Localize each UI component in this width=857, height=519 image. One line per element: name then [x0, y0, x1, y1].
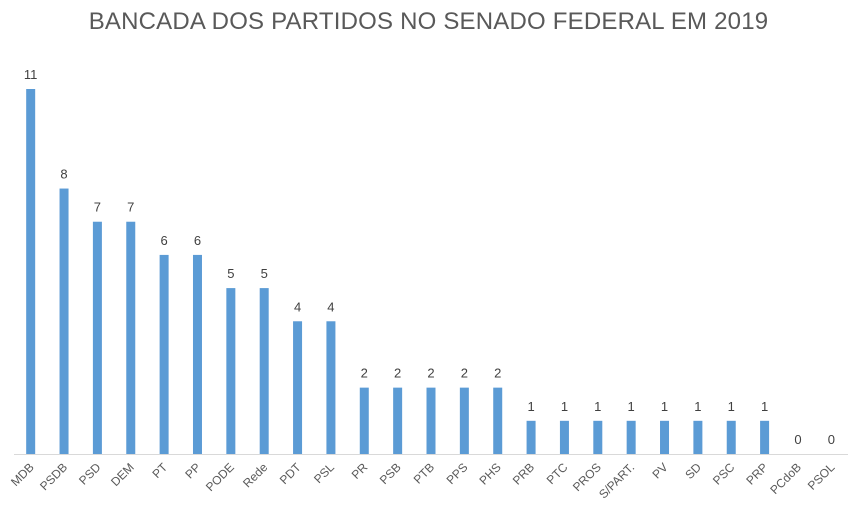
bar-ptc [559, 420, 569, 454]
data-label: 1 [728, 399, 735, 414]
data-label: 5 [227, 266, 234, 281]
bar-psd [92, 221, 102, 454]
category-label: PTB [411, 460, 437, 486]
category-label: PSB [377, 460, 404, 487]
bar-dem [126, 221, 136, 454]
bar-pp [192, 254, 202, 454]
bar-pv [660, 420, 670, 454]
data-label: 4 [327, 299, 334, 314]
data-label: 4 [294, 299, 301, 314]
data-label: 1 [628, 399, 635, 414]
data-label: 7 [127, 200, 134, 215]
data-label: 0 [794, 432, 801, 447]
data-label: 2 [361, 366, 368, 381]
category-labels-group: MDB PSDB PSD DEM PT PP PODE Rede PDT PSL PR PSB PTB P… [8, 460, 838, 502]
category-label: PV [649, 460, 670, 481]
bar-pr [359, 387, 369, 454]
bar-mdb [26, 89, 36, 454]
bar-pps [459, 387, 469, 454]
bar-pt [159, 254, 169, 454]
category-label: PSOL [805, 460, 838, 493]
data-label: 0 [828, 432, 835, 447]
category-label: SD [682, 460, 704, 482]
bar-ptb [426, 387, 436, 454]
data-label: 2 [494, 366, 501, 381]
data-label: 1 [594, 399, 601, 414]
data-label: 11 [24, 67, 38, 82]
data-label: 2 [461, 366, 468, 381]
data-label: 7 [94, 200, 101, 215]
bar-psc [726, 420, 736, 454]
category-label: PDT [277, 460, 304, 487]
data-label: 6 [194, 233, 201, 248]
category-label: PSD [76, 460, 104, 488]
bar-s-part- [626, 420, 636, 454]
category-label: DEM [108, 460, 137, 489]
category-label: PHS [476, 460, 503, 487]
category-label: PSL [311, 460, 337, 486]
data-label: 1 [761, 399, 768, 414]
category-label: PSC [710, 460, 738, 488]
bar-prp [760, 420, 770, 454]
data-label: 1 [527, 399, 534, 414]
bar-rede [259, 288, 269, 454]
category-label: PRP [743, 460, 770, 487]
category-label: PPS [444, 460, 471, 487]
bars-group [26, 89, 770, 454]
chart-title: BANCADA DOS PARTIDOS NO SENADO FEDERAL E… [88, 8, 769, 35]
bar-pdt [293, 321, 303, 454]
bar-pode [226, 288, 236, 454]
bar-psb [393, 387, 403, 454]
category-label: MDB [8, 460, 37, 489]
data-label: 1 [561, 399, 568, 414]
bar-phs [493, 387, 503, 454]
category-label: PRB [510, 460, 537, 487]
bar-prb [526, 420, 536, 454]
data-label: 1 [661, 399, 668, 414]
bar-pros [593, 420, 603, 454]
bar-sd [693, 420, 703, 454]
category-label: PSDB [37, 460, 70, 493]
bar-psl [326, 321, 336, 454]
category-label: PR [349, 460, 371, 482]
data-label: 8 [60, 167, 67, 182]
category-label: PT [149, 460, 170, 481]
data-label: 2 [427, 366, 434, 381]
data-label: 1 [694, 399, 701, 414]
category-label: PCdoB [767, 460, 804, 497]
bar-psdb [59, 188, 69, 454]
category-label: PODE [203, 460, 237, 494]
data-label: 6 [161, 233, 168, 248]
data-label: 2 [394, 366, 401, 381]
category-label: S/PART. [596, 460, 637, 501]
category-label: Rede [240, 460, 270, 490]
category-label: PTC [544, 460, 571, 487]
category-label: PP [182, 460, 203, 481]
data-label: 5 [261, 266, 268, 281]
